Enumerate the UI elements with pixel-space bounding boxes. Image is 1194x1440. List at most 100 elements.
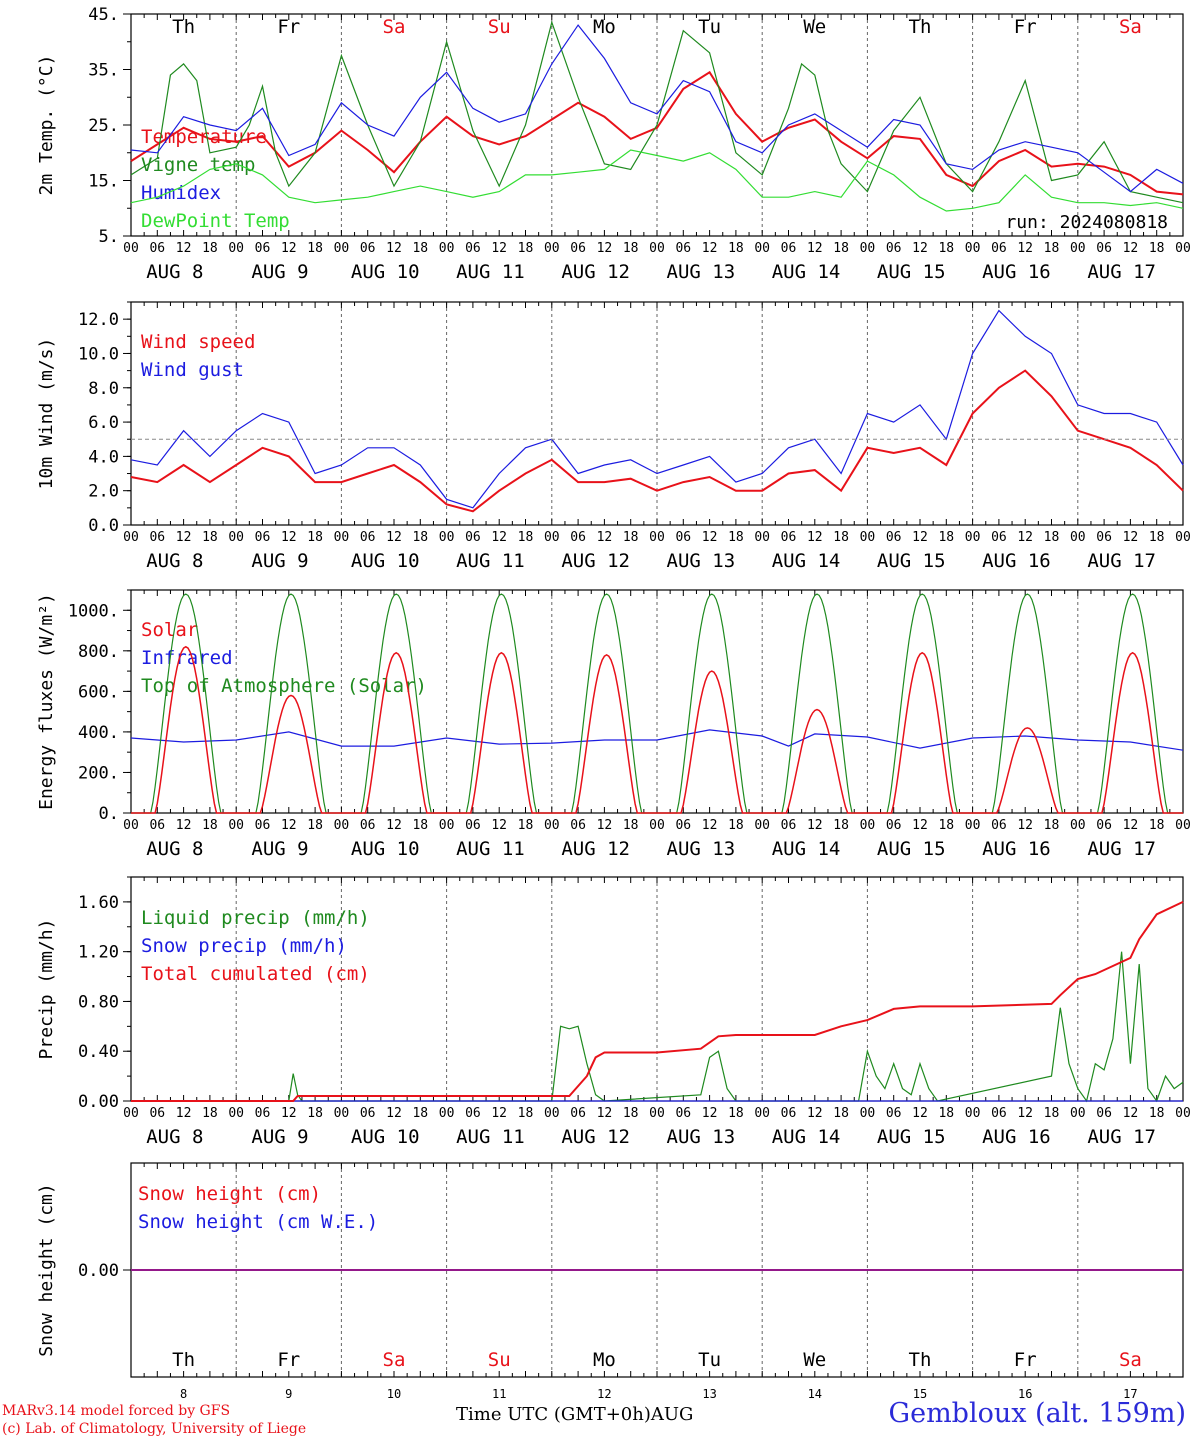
hour-tick-label: 06 bbox=[255, 818, 271, 833]
hour-tick-label: 12 bbox=[386, 530, 402, 545]
legend-wind-0: Wind speed bbox=[141, 331, 255, 353]
hour-tick-label: 18 bbox=[1044, 1106, 1060, 1121]
day-label: AUG 10 bbox=[351, 1126, 420, 1148]
hour-tick-label: 06 bbox=[781, 241, 797, 256]
hour-tick-label: 06 bbox=[149, 241, 165, 256]
day-label: AUG 13 bbox=[667, 550, 736, 572]
hour-tick-label: 18 bbox=[728, 241, 744, 256]
hour-tick-label: 06 bbox=[570, 241, 586, 256]
y-axis-label: Energy fluxes (W/m²) bbox=[36, 593, 57, 810]
day-label: AUG 14 bbox=[772, 838, 841, 860]
y-tick-label: 0.40 bbox=[78, 1042, 119, 1062]
y-tick-label: 5. bbox=[99, 227, 119, 247]
hour-tick-label: 12 bbox=[912, 1106, 928, 1121]
hour-tick-label: 18 bbox=[1149, 818, 1165, 833]
hour-tick-label: 00 bbox=[123, 241, 139, 256]
weekday-label: Mo bbox=[593, 16, 616, 38]
hour-tick-label: 18 bbox=[623, 1106, 639, 1121]
day-label: AUG 12 bbox=[561, 838, 630, 860]
hour-tick-label: 00 bbox=[965, 241, 981, 256]
hour-tick-label: 18 bbox=[833, 241, 849, 256]
hour-tick-label: 12 bbox=[281, 530, 297, 545]
hour-tick-label: 12 bbox=[386, 241, 402, 256]
hour-tick-label: 12 bbox=[281, 241, 297, 256]
hour-tick-label: 12 bbox=[597, 1106, 613, 1121]
y-axis-label: 2m Temp. (°C) bbox=[36, 55, 57, 196]
legend-precip-1: Snow precip (mm/h) bbox=[141, 935, 347, 957]
hour-tick-label: 12 bbox=[176, 1106, 192, 1121]
hour-tick-label: 12 bbox=[1017, 530, 1033, 545]
hour-tick-label: 12 bbox=[807, 530, 823, 545]
hour-tick-label: 06 bbox=[570, 818, 586, 833]
hour-tick-label: 12 bbox=[597, 241, 613, 256]
hour-tick-label: 18 bbox=[202, 1106, 218, 1121]
hour-tick-label: 12 bbox=[807, 241, 823, 256]
day-label: AUG 15 bbox=[877, 261, 946, 283]
hour-tick-label: 12 bbox=[386, 1106, 402, 1121]
hour-tick-label: 18 bbox=[728, 818, 744, 833]
hour-tick-label: 06 bbox=[149, 818, 165, 833]
day-label: AUG 8 bbox=[146, 550, 203, 572]
hour-tick-label: 06 bbox=[1096, 1106, 1112, 1121]
weekday-label: Sa bbox=[383, 16, 406, 38]
hour-tick-label: 18 bbox=[938, 818, 954, 833]
hour-tick-label: 06 bbox=[1096, 241, 1112, 256]
day-label: AUG 8 bbox=[146, 838, 203, 860]
legend-energy-0: Solar bbox=[141, 619, 198, 641]
snow-weekday-label: Tu bbox=[698, 1349, 721, 1371]
hour-tick-label: 00 bbox=[1070, 241, 1086, 256]
hour-tick-label: 06 bbox=[886, 241, 902, 256]
hour-tick-label: 06 bbox=[991, 530, 1007, 545]
series-line-precip-0 bbox=[131, 951, 1184, 1103]
day-label: AUG 10 bbox=[351, 261, 420, 283]
hour-tick-label: 06 bbox=[360, 530, 376, 545]
day-label: AUG 16 bbox=[982, 838, 1051, 860]
y-axis-label: Precip (mm/h) bbox=[36, 919, 57, 1060]
day-label: AUG 14 bbox=[772, 550, 841, 572]
y-tick-label: 25. bbox=[88, 116, 119, 136]
y-tick-label: 800. bbox=[78, 642, 119, 662]
hour-tick-label: 00 bbox=[649, 1106, 665, 1121]
hour-tick-label: 12 bbox=[1123, 1106, 1139, 1121]
snow-weekday-label: Mo bbox=[593, 1349, 616, 1371]
hour-tick-label: 12 bbox=[1017, 241, 1033, 256]
day-label: AUG 11 bbox=[456, 838, 525, 860]
hour-tick-label: 06 bbox=[781, 818, 797, 833]
day-label: AUG 17 bbox=[1087, 550, 1156, 572]
legend-snow-0: Snow height (cm) bbox=[138, 1183, 321, 1205]
day-label: AUG 12 bbox=[561, 550, 630, 572]
hour-tick-label: 00 bbox=[754, 818, 770, 833]
y-tick-label: 15. bbox=[88, 172, 119, 192]
hour-tick-label: 00 bbox=[228, 530, 244, 545]
y-tick-label: 0.80 bbox=[78, 992, 119, 1012]
hour-tick-label: 18 bbox=[833, 530, 849, 545]
hour-tick-label: 06 bbox=[255, 1106, 271, 1121]
hour-tick-label: 06 bbox=[570, 530, 586, 545]
hour-tick-label: 06 bbox=[781, 530, 797, 545]
hour-tick-label: 12 bbox=[807, 1106, 823, 1121]
hour-tick-label: 00 bbox=[649, 530, 665, 545]
hour-tick-label: 12 bbox=[807, 818, 823, 833]
snow-weekday-label: Th bbox=[172, 1349, 195, 1371]
day-label: AUG 11 bbox=[456, 261, 525, 283]
hour-tick-label: 18 bbox=[1044, 818, 1060, 833]
hour-tick-label: 06 bbox=[360, 1106, 376, 1121]
y-tick-label: 10.0 bbox=[78, 344, 119, 364]
hour-tick-label: 18 bbox=[307, 1106, 323, 1121]
hour-tick-label: 00 bbox=[1175, 241, 1191, 256]
hour-tick-label: 06 bbox=[886, 530, 902, 545]
legend-precip-2: Total cumulated (cm) bbox=[141, 963, 370, 985]
hour-tick-label: 18 bbox=[307, 241, 323, 256]
legend-precip-0: Liquid precip (mm/h) bbox=[141, 907, 370, 929]
hour-tick-label: 18 bbox=[518, 818, 534, 833]
hour-tick-label: 12 bbox=[1017, 1106, 1033, 1121]
hour-tick-label: 18 bbox=[202, 818, 218, 833]
hour-tick-label: 12 bbox=[1123, 530, 1139, 545]
hour-tick-label: 06 bbox=[991, 241, 1007, 256]
series-line-wind-1 bbox=[130, 309, 1184, 509]
hour-tick-label: 00 bbox=[754, 530, 770, 545]
day-label: AUG 15 bbox=[877, 1126, 946, 1148]
legend-temp-2: Humidex bbox=[141, 182, 221, 204]
series-line-temp-2 bbox=[130, 24, 1184, 193]
hour-tick-label: 18 bbox=[307, 530, 323, 545]
